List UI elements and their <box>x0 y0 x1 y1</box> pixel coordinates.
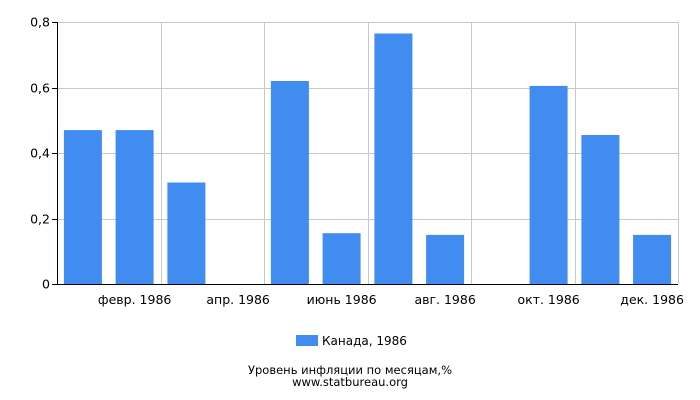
y-tick-label: 0,4 <box>30 146 50 161</box>
legend-label: Канада, 1986 <box>322 334 407 348</box>
bar-янв-1986 <box>63 130 102 284</box>
y-tick-labels: 0 0,2 0,4 0,6 0,8 <box>30 15 50 292</box>
x-tick-labels: февр. 1986 апр. 1986 июнь 1986 авг. 1986 окт… <box>98 292 684 307</box>
x-tick-label-апр-1986: апр. 1986 <box>206 292 270 307</box>
bar-окт-1986 <box>529 85 568 285</box>
bar-авг-1986 <box>426 234 465 284</box>
x-tick-label-окт-1986: окт. 1986 <box>518 292 580 307</box>
x-tick-label-февр-1986: февр. 1986 <box>98 292 171 307</box>
bar-нояб-1986 <box>581 135 620 284</box>
x-tick-label-июнь-1986: июнь 1986 <box>307 292 377 307</box>
bar-февр-1986 <box>115 130 154 284</box>
axes <box>52 22 678 285</box>
bar-июнь-1986 <box>322 233 361 284</box>
chart-title: Уровень инфляции по месяцам,% <box>248 363 452 377</box>
legend: Канада, 1986 <box>296 334 407 348</box>
y-tick-label: 0 <box>42 277 50 292</box>
y-tick-label: 0,6 <box>30 81 50 96</box>
legend-swatch <box>296 335 318 346</box>
x-tick-label-авг-1986: авг. 1986 <box>414 292 475 307</box>
x-tick-label-дек-1986: дек. 1986 <box>620 292 684 307</box>
bar-дек-1986 <box>633 234 672 284</box>
source-url: www.statbureau.org <box>292 375 408 389</box>
y-tick-label: 0,2 <box>30 212 50 227</box>
grid-lines <box>57 22 679 285</box>
y-tick-label: 0,8 <box>30 15 50 30</box>
bar-июль-1986 <box>374 33 413 284</box>
bar-май-1986 <box>270 81 309 284</box>
bar-series <box>63 33 672 285</box>
bar-март-1986 <box>167 182 206 284</box>
